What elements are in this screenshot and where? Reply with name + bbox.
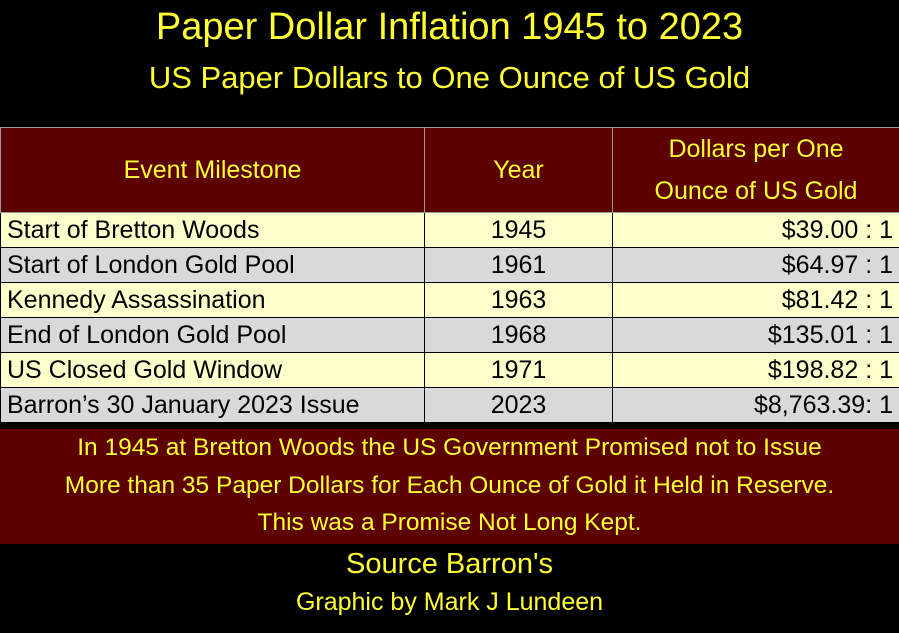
subtitle: US Paper Dollars to One Ounce of US Gold	[148, 60, 751, 95]
table-cell: $64.97 : 1	[612, 247, 899, 283]
table-row: Start of London Gold Pool 1961 $64.97 : 1	[0, 247, 899, 283]
table-cell: Barron’s 30 January 2023 Issue	[0, 387, 425, 423]
table-cell: End of London Gold Pool	[0, 317, 425, 353]
table: Event Milestone Year Dollars per One Ounc…	[0, 127, 899, 423]
header-row: Event Milestone Year Dollars per One Ounc…	[0, 127, 899, 213]
note-line: This was a Promise Not Long Kept.	[257, 509, 642, 536]
table-row: Kennedy Assassination 1963 $81.42 : 1	[0, 282, 899, 318]
table-row: End of London Gold Pool 1968 $135.01 : 1	[0, 317, 899, 353]
table-cell: $8,763.39: 1	[612, 387, 899, 423]
note-line: In 1945 at Bretton Woods the US Governme…	[77, 434, 822, 461]
credit: Graphic by Mark J Lundeen	[295, 588, 604, 616]
title: Paper Dollar Inflation 1945 to 2023	[155, 6, 744, 48]
column-header: Event Milestone	[0, 127, 425, 213]
table-body: Start of Bretton Woods 1945 $39.00 : 1 Star…	[0, 212, 899, 423]
table-cell: 1961	[424, 247, 613, 283]
column-header: Dollars per One Ounce of US Gold	[612, 127, 899, 213]
note-box: In 1945 at Bretton Woods the US Governme…	[0, 429, 899, 544]
table-cell: Start of Bretton Woods	[0, 212, 425, 248]
table-row: Start of Bretton Woods 1945 $39.00 : 1	[0, 212, 899, 248]
table-cell: 1971	[424, 352, 613, 388]
table-cell: 1945	[424, 212, 613, 248]
table-cell: $198.82 : 1	[612, 352, 899, 388]
header-line: Ounce of US Gold	[654, 177, 858, 205]
column-header: Year	[424, 127, 613, 213]
table-row: US Closed Gold Window 1971 $198.82 : 1	[0, 352, 899, 388]
table-cell: Kennedy Assassination	[0, 282, 425, 318]
table-cell: $135.01 : 1	[612, 317, 899, 353]
table-cell: $39.00 : 1	[612, 212, 899, 248]
note-line: More than 35 Paper Dollars for Each Ounc…	[64, 471, 835, 499]
header-line: Dollars per One	[668, 135, 844, 163]
source: Source Barron's	[345, 548, 554, 580]
table-cell: 1963	[424, 282, 613, 318]
table-cell: 1968	[424, 317, 613, 353]
table-cell: $81.42 : 1	[612, 282, 899, 318]
table-cell: 2023	[424, 387, 613, 423]
table-cell: Start of London Gold Pool	[0, 247, 425, 283]
table-cell: US Closed Gold Window	[0, 352, 425, 388]
table-row: Barron’s 30 January 2023 Issue 2023 $8,763…	[0, 387, 899, 423]
